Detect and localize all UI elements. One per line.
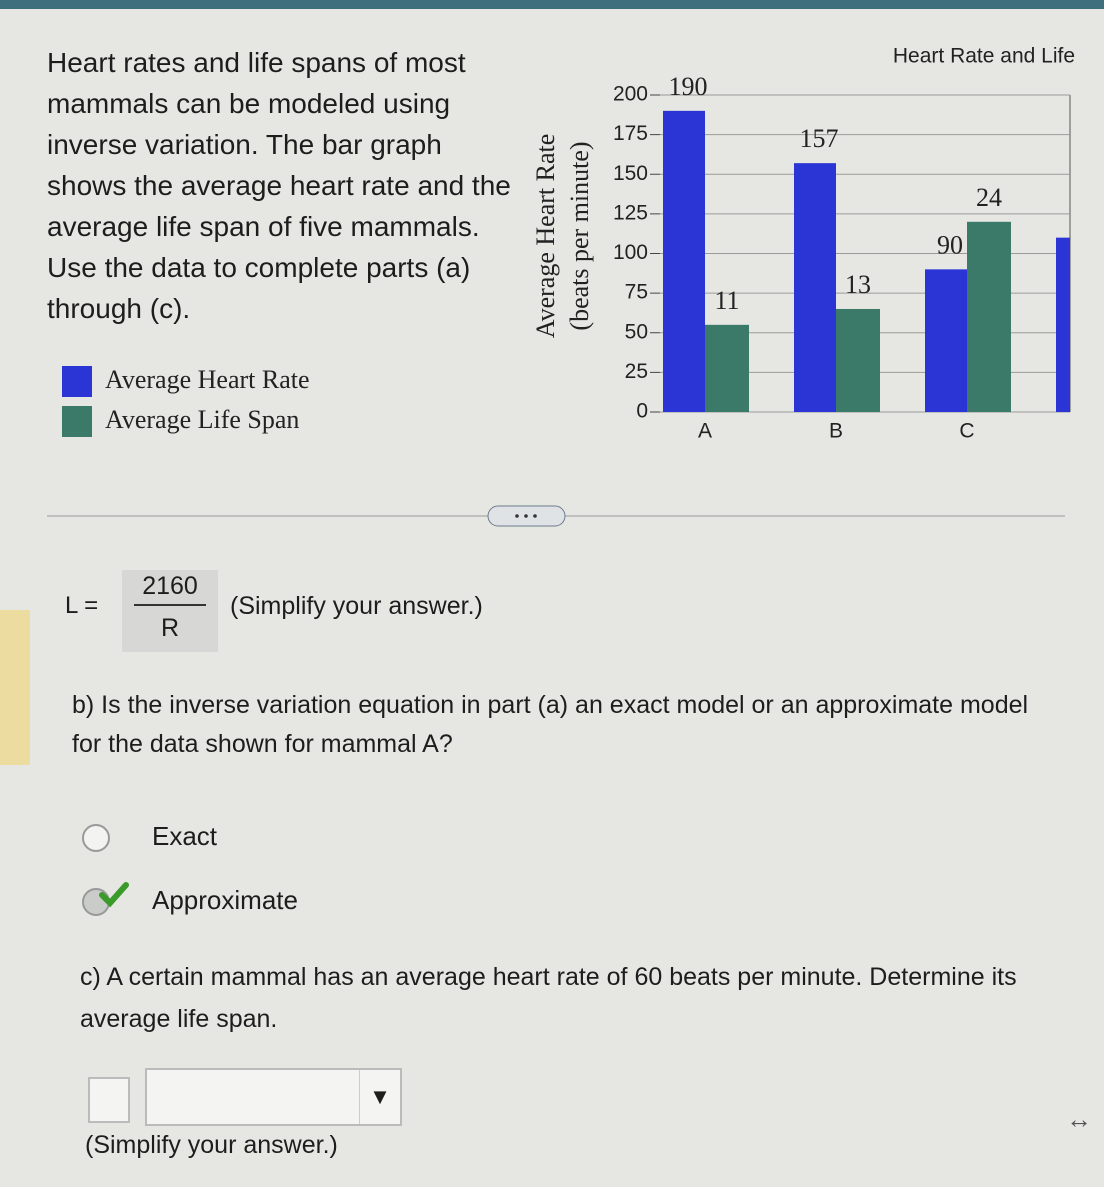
data-label: 13 — [845, 270, 871, 299]
y-tick-label: 175 — [613, 122, 648, 145]
y-tick-label: 50 — [625, 320, 648, 343]
legend-swatch — [62, 406, 92, 437]
y-tick-label: 75 — [625, 281, 648, 304]
hint: (Simplify your answer.) — [230, 592, 483, 620]
option-label: Exact — [152, 821, 218, 851]
data-label: 11 — [714, 286, 739, 315]
radio[interactable] — [80, 815, 140, 859]
hint: (Simplify your answer.) — [85, 1131, 338, 1159]
y-axis-unit: (beats per minute) — [565, 141, 594, 330]
radio[interactable] — [80, 879, 140, 923]
data-label: 24 — [976, 183, 1002, 212]
bar — [794, 163, 836, 412]
top-bar — [0, 0, 1104, 9]
question-c: c) A certain mammal has an average heart… — [80, 963, 1017, 1033]
intro-text: Heart rates and life spans of most mamma… — [47, 47, 511, 324]
dropdown-arrow[interactable]: ▼ — [359, 1070, 400, 1124]
legend-label: Average Life Span — [105, 405, 299, 434]
x-tick-label: B — [829, 420, 843, 443]
chart: Heart Rate and Life Average Heart Rate (… — [62, 45, 1075, 443]
x-tick-label: C — [959, 420, 974, 443]
data-label: 90 — [937, 230, 963, 259]
check-mark — [99, 882, 129, 908]
option[interactable]: Exact — [80, 815, 480, 859]
answer-box[interactable]: 2160 R — [122, 570, 218, 652]
bar — [705, 324, 749, 412]
bar — [925, 269, 967, 412]
question-b: b) Is the inverse variation equation in … — [72, 691, 1029, 758]
denominator: R — [160, 614, 180, 642]
bar — [1056, 237, 1070, 412]
y-tick-label: 100 — [613, 241, 648, 264]
radio-circle — [82, 824, 110, 852]
y-tick-label: 150 — [613, 162, 648, 185]
equation-lhs: L = — [65, 592, 99, 619]
y-axis-label: Average Heart Rate — [531, 134, 560, 339]
legend-swatch — [62, 366, 92, 397]
y-tick-label: 125 — [613, 201, 648, 224]
y-tick-label: 25 — [625, 360, 648, 383]
side-marker — [0, 610, 30, 765]
dot — [524, 514, 528, 518]
option[interactable]: Approximate — [80, 879, 480, 923]
unit-dropdown[interactable]: ▼ — [145, 1068, 402, 1126]
bar — [663, 110, 705, 412]
chart-title: Heart Rate and Life — [893, 45, 1075, 68]
resize-icon[interactable]: ↔ — [1066, 1104, 1092, 1134]
x-tick-label: A — [698, 420, 712, 443]
data-label: 190 — [669, 72, 708, 101]
bar — [967, 221, 1011, 412]
legend-label: Average Heart Rate — [105, 365, 310, 394]
dot — [533, 514, 537, 518]
bar — [836, 308, 880, 412]
divider — [47, 505, 1065, 527]
option-label: Approximate — [152, 885, 298, 915]
data-label: 157 — [800, 124, 839, 153]
y-tick-label: 0 — [636, 400, 648, 423]
y-tick-label: 200 — [613, 83, 648, 106]
fraction-bar — [134, 604, 206, 606]
plot — [663, 110, 1070, 412]
dot — [515, 514, 519, 518]
answer-input[interactable] — [88, 1077, 130, 1123]
options: Exact Approximate — [80, 815, 480, 935]
numerator: 2160 — [142, 572, 198, 600]
